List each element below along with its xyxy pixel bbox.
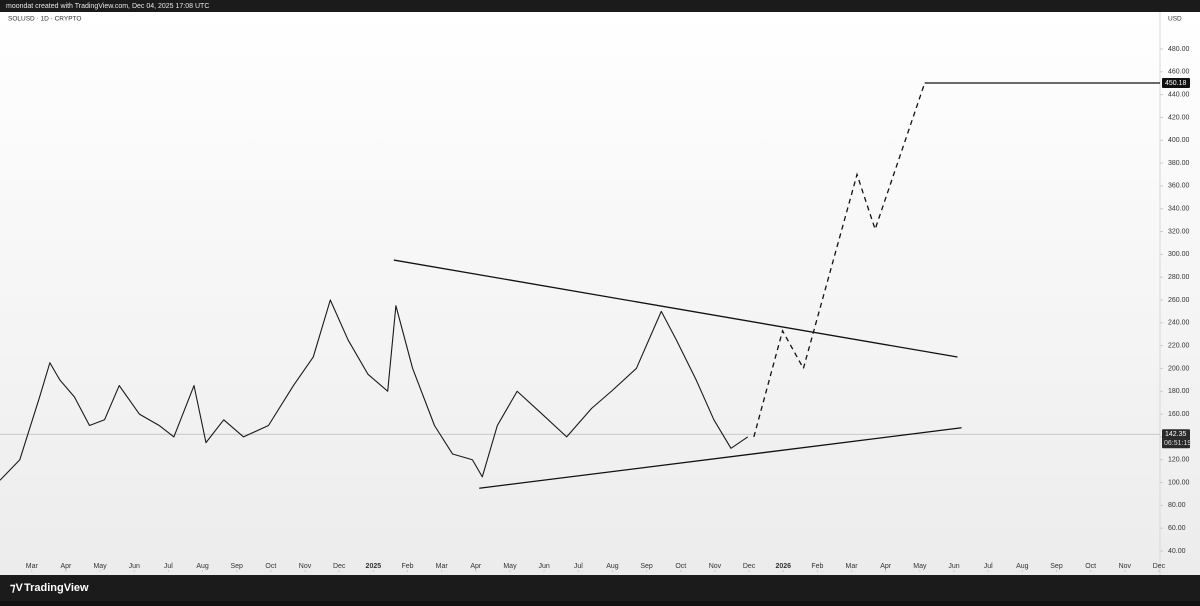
- y-tick-label: 320.00: [1168, 228, 1190, 235]
- y-tick-label: 260.00: [1168, 297, 1190, 304]
- last-price-box: [1162, 429, 1190, 449]
- x-tick-label: Oct: [1085, 563, 1096, 570]
- x-tick-label: Jul: [984, 563, 993, 570]
- x-tick-label: 2025: [366, 563, 382, 570]
- x-tick-label: Apr: [470, 563, 482, 570]
- y-tick-label: 40.00: [1168, 548, 1186, 555]
- x-tick-label: May: [93, 563, 107, 570]
- x-tick-label: Nov: [299, 563, 312, 570]
- y-tick-label: 160.00: [1168, 411, 1190, 418]
- x-tick-label: Dec: [333, 563, 346, 570]
- x-tick-label: Sep: [230, 563, 243, 570]
- y-tick-label: 340.00: [1168, 206, 1190, 213]
- x-tick-label: Sep: [640, 563, 653, 570]
- last-price-label: 142.35: [1165, 431, 1187, 438]
- y-tick-label: 420.00: [1168, 114, 1190, 121]
- x-tick-label: Aug: [196, 563, 209, 570]
- footer-bar: [0, 575, 1200, 601]
- x-tick-label: Jun: [538, 563, 549, 570]
- y-tick-label: 80.00: [1168, 502, 1186, 509]
- x-tick-label: Oct: [265, 563, 276, 570]
- y-tick-label: 480.00: [1168, 46, 1190, 53]
- trendline: [393, 259, 958, 358]
- x-tick-label: Jun: [948, 563, 959, 570]
- y-tick-label: 380.00: [1168, 160, 1190, 167]
- x-tick-label: Feb: [401, 563, 413, 570]
- y-tick-label: 100.00: [1168, 479, 1190, 486]
- x-tick-label: Dec: [743, 563, 756, 570]
- y-tick-label: 200.00: [1168, 365, 1190, 372]
- target-label: 450.18: [1165, 80, 1187, 87]
- x-tick-label: Aug: [1016, 563, 1029, 570]
- x-tick-label: Jun: [129, 563, 140, 570]
- projection: [753, 82, 926, 438]
- y-tick-label: 120.00: [1168, 457, 1190, 464]
- x-tick-label: Apr: [60, 563, 72, 570]
- x-tick-label: Oct: [675, 563, 686, 570]
- y-tick-label: 400.00: [1168, 137, 1190, 144]
- x-tick-label: Mar: [436, 563, 449, 570]
- x-tick-label: May: [503, 563, 517, 570]
- x-tick-label: May: [913, 563, 927, 570]
- logo-mark: ⁊V: [10, 582, 23, 594]
- x-tick-label: Nov: [709, 563, 722, 570]
- y-tick-label: 280.00: [1168, 274, 1190, 281]
- y-tick-label: 240.00: [1168, 320, 1190, 327]
- trendline: [479, 427, 962, 489]
- x-tick-label: Jul: [164, 563, 173, 570]
- x-tick-label: Aug: [606, 563, 619, 570]
- header-text: moondat created with TradingView.com, De…: [6, 3, 209, 10]
- y-tick-label: 360.00: [1168, 183, 1190, 190]
- x-tick-label: Sep: [1050, 563, 1063, 570]
- x-tick-label: Dec: [1153, 563, 1166, 570]
- x-tick-label: Apr: [880, 563, 892, 570]
- y-tick-label: 60.00: [1168, 525, 1186, 532]
- x-tick-label: Nov: [1119, 563, 1132, 570]
- y-tick-label: 460.00: [1168, 69, 1190, 76]
- symbol: SOLUSD · 1D · CRYPTO: [8, 16, 81, 23]
- x-tick-label: 2026: [775, 563, 791, 570]
- x-tick-label: Jul: [574, 563, 583, 570]
- footer-logo: TradingView: [24, 582, 89, 594]
- countdown: 06:51:19: [1164, 440, 1191, 447]
- y-tick-label: 220.00: [1168, 342, 1190, 349]
- target-label-box: [1162, 77, 1190, 88]
- x-tick-label: Mar: [26, 563, 39, 570]
- currency: USD: [1168, 16, 1182, 23]
- y-tick-label: 300.00: [1168, 251, 1190, 258]
- y-tick-label: 180.00: [1168, 388, 1190, 395]
- header-bar: [0, 0, 1200, 12]
- x-tick-label: Feb: [811, 563, 823, 570]
- price-line: [0, 299, 749, 481]
- chart-area: [0, 12, 1200, 575]
- y-tick-label: 440.00: [1168, 91, 1190, 98]
- x-tick-label: Mar: [846, 563, 859, 570]
